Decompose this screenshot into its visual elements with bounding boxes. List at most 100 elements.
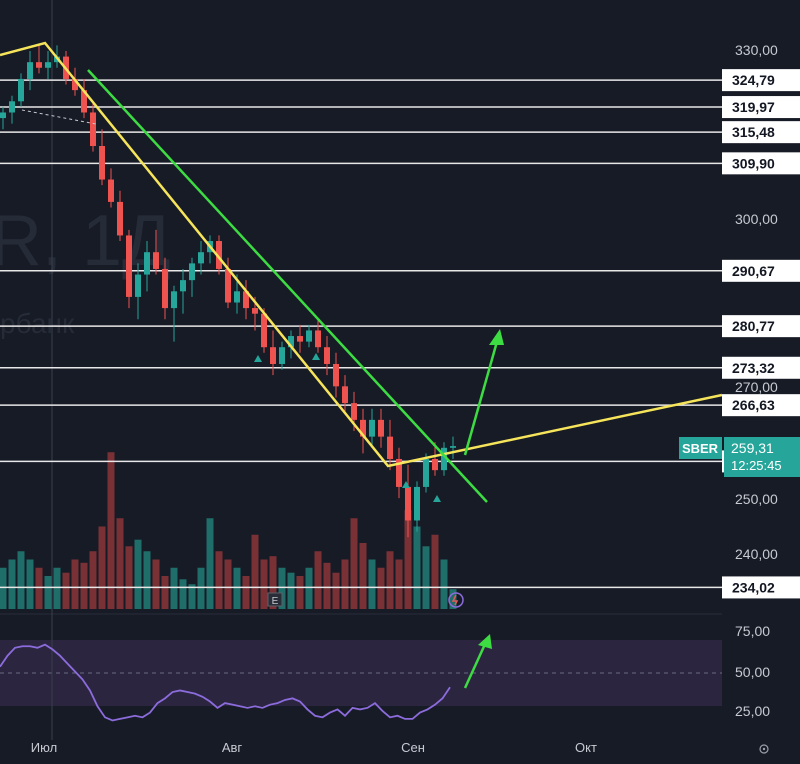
price-tick: 240,00 — [735, 546, 778, 562]
svg-text:E: E — [272, 596, 279, 607]
volume-bar — [269, 556, 277, 609]
candle[interactable] — [18, 73, 24, 107]
candles — [0, 45, 456, 538]
candle[interactable] — [9, 95, 15, 124]
candle[interactable] — [396, 447, 402, 499]
candle[interactable] — [315, 319, 321, 353]
volume-bar — [62, 572, 70, 609]
volume-bar — [134, 539, 142, 609]
level-value: 266,63 — [732, 397, 775, 413]
candle[interactable] — [405, 464, 411, 538]
candle[interactable] — [423, 453, 429, 493]
dashed-line — [21, 109, 97, 125]
candle[interactable] — [45, 51, 51, 79]
candle[interactable] — [162, 257, 168, 320]
volume-bar — [305, 567, 313, 609]
volume-bar — [368, 559, 376, 609]
volume-bar — [314, 551, 322, 609]
volume-bar — [188, 584, 196, 609]
time-axis[interactable]: Июл Авг Сен Окт — [31, 740, 597, 755]
green-trend-line[interactable] — [87, 69, 488, 503]
signal-marker — [433, 495, 441, 502]
candle[interactable] — [117, 190, 123, 242]
candle[interactable] — [81, 78, 87, 119]
volume-bar — [233, 567, 241, 609]
candle[interactable] — [270, 330, 276, 376]
candle[interactable] — [216, 235, 222, 275]
candle[interactable] — [225, 257, 231, 309]
candle[interactable] — [333, 352, 339, 398]
current-price-tag: SBER 259,31 12:25:45 — [679, 437, 800, 477]
candle[interactable] — [90, 101, 96, 152]
candle[interactable] — [189, 257, 195, 297]
volume-bar — [251, 534, 259, 609]
candle[interactable] — [441, 442, 447, 476]
level-value: 315,48 — [732, 124, 775, 140]
level-value: 319,97 — [732, 99, 775, 115]
date-tick: Окт — [575, 740, 597, 755]
candle[interactable] — [144, 241, 150, 292]
price-tick: 250,00 — [735, 491, 778, 507]
volume-bar — [17, 551, 25, 609]
candle[interactable] — [126, 229, 132, 309]
level-labels: 324,79 319,97 315,48 309,90 290,67 280,77 273,… — [722, 69, 800, 599]
date-tick: Сен — [401, 740, 425, 755]
yellow-trend-line[interactable] — [0, 41, 723, 468]
candle[interactable] — [99, 129, 105, 186]
volume-bar — [260, 559, 268, 609]
volume-bar — [116, 518, 124, 609]
candle[interactable] — [432, 442, 438, 476]
countdown: 12:25:45 — [731, 458, 782, 473]
volume-bar — [287, 572, 295, 609]
green-arrow-rsi[interactable] — [463, 634, 492, 689]
candle[interactable] — [369, 408, 375, 448]
signal-marker — [312, 353, 320, 360]
price-axis[interactable]: 330,00 300,00 270,00 250,00 240,00 — [735, 42, 778, 562]
earnings-marker[interactable]: E — [267, 592, 283, 607]
volume-bar — [53, 567, 61, 609]
candle[interactable] — [198, 241, 204, 275]
volume-bars — [0, 452, 457, 609]
candle[interactable] — [135, 263, 141, 320]
volume-bar — [377, 567, 385, 609]
candle[interactable] — [27, 51, 33, 91]
level-value: 324,79 — [732, 72, 775, 88]
symbol-tag: SBER — [682, 441, 719, 456]
volume-bar — [350, 518, 358, 609]
date-tick: Авг — [222, 740, 243, 755]
volume-bar — [404, 510, 412, 609]
level-value: 234,02 — [732, 579, 775, 595]
candle[interactable] — [0, 106, 6, 130]
volume-bar — [161, 576, 169, 609]
candle[interactable] — [342, 375, 348, 415]
candle[interactable] — [153, 229, 159, 275]
alert-icon[interactable] — [448, 592, 464, 608]
candle[interactable] — [360, 408, 366, 454]
candle[interactable] — [180, 268, 186, 314]
candle[interactable] — [261, 308, 267, 353]
rsi-tick: 50,00 — [735, 664, 770, 680]
candle[interactable] — [378, 408, 384, 448]
level-label: 280,77 — [722, 315, 800, 338]
candle[interactable] — [36, 45, 42, 74]
candle[interactable] — [387, 419, 393, 471]
candle[interactable] — [324, 336, 330, 376]
rsi-axis[interactable]: 75,00 50,00 25,00 — [735, 623, 770, 719]
settings-icon[interactable] — [759, 744, 769, 754]
volume-bar — [206, 518, 214, 609]
candle[interactable] — [414, 481, 420, 532]
candle[interactable] — [171, 285, 177, 342]
candle[interactable] — [450, 436, 456, 459]
price-tick: 330,00 — [735, 42, 778, 58]
volume-bar — [8, 559, 16, 609]
candle[interactable] — [243, 280, 249, 320]
candle[interactable] — [306, 324, 312, 348]
candle[interactable] — [108, 168, 114, 208]
candle[interactable] — [297, 324, 303, 353]
volume-bar — [449, 589, 457, 609]
price-tick: 300,00 — [735, 211, 778, 227]
green-arrow-price[interactable] — [463, 329, 504, 456]
current-price-value: 259,31 — [731, 440, 774, 456]
candle[interactable] — [279, 341, 285, 370]
